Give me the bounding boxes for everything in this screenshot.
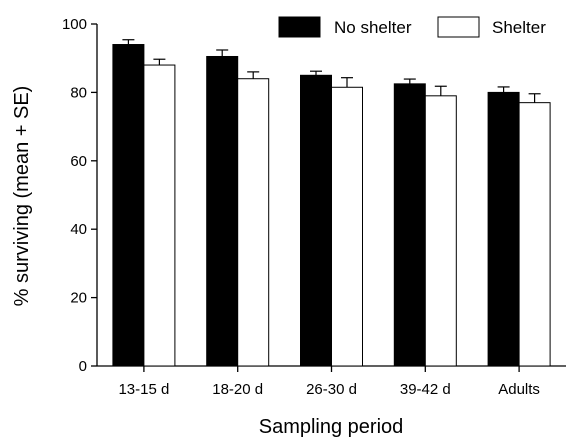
x-tick-label: 13-15 d <box>118 381 169 398</box>
bar-shelter <box>518 102 551 367</box>
bar-no-shelter <box>206 55 239 367</box>
y-ticks: 0 20 40 60 80 100 <box>62 16 97 375</box>
y-axis-label: % surviving (mean + SE) <box>11 86 33 307</box>
bar-shelter <box>237 78 270 367</box>
x-ticks: 13-15 d 18-20 d 26-30 d 39-42 d Adults <box>118 366 540 398</box>
y-tick-label: 100 <box>62 16 87 33</box>
bar-no-shelter <box>112 44 145 367</box>
y-tick-label: 0 <box>79 358 87 375</box>
legend-swatch-no-shelter <box>278 16 321 38</box>
bars <box>112 44 551 367</box>
bar-no-shelter <box>393 83 426 367</box>
bar-no-shelter <box>487 91 520 367</box>
legend-label-shelter: Shelter <box>492 18 546 37</box>
x-tick-label: 26-30 d <box>306 381 357 398</box>
bar-shelter <box>331 86 363 367</box>
x-tick-label: 39-42 d <box>400 381 451 398</box>
y-tick-label: 20 <box>70 290 87 307</box>
x-axis-label: Sampling period <box>259 416 404 438</box>
legend-swatch-shelter <box>437 16 480 38</box>
legend-label-no-shelter: No shelter <box>334 18 412 37</box>
y-tick-label: 40 <box>70 221 87 238</box>
bar-no-shelter <box>300 74 332 367</box>
bar-shelter <box>143 64 176 367</box>
y-tick-label: 60 <box>70 153 87 170</box>
legend: No shelter Shelter <box>278 16 546 38</box>
x-tick-label: Adults <box>498 381 540 398</box>
error-bars <box>122 39 541 103</box>
bar-shelter <box>424 95 457 367</box>
y-tick-label: 80 <box>70 84 87 101</box>
x-tick-label: 18-20 d <box>212 381 263 398</box>
